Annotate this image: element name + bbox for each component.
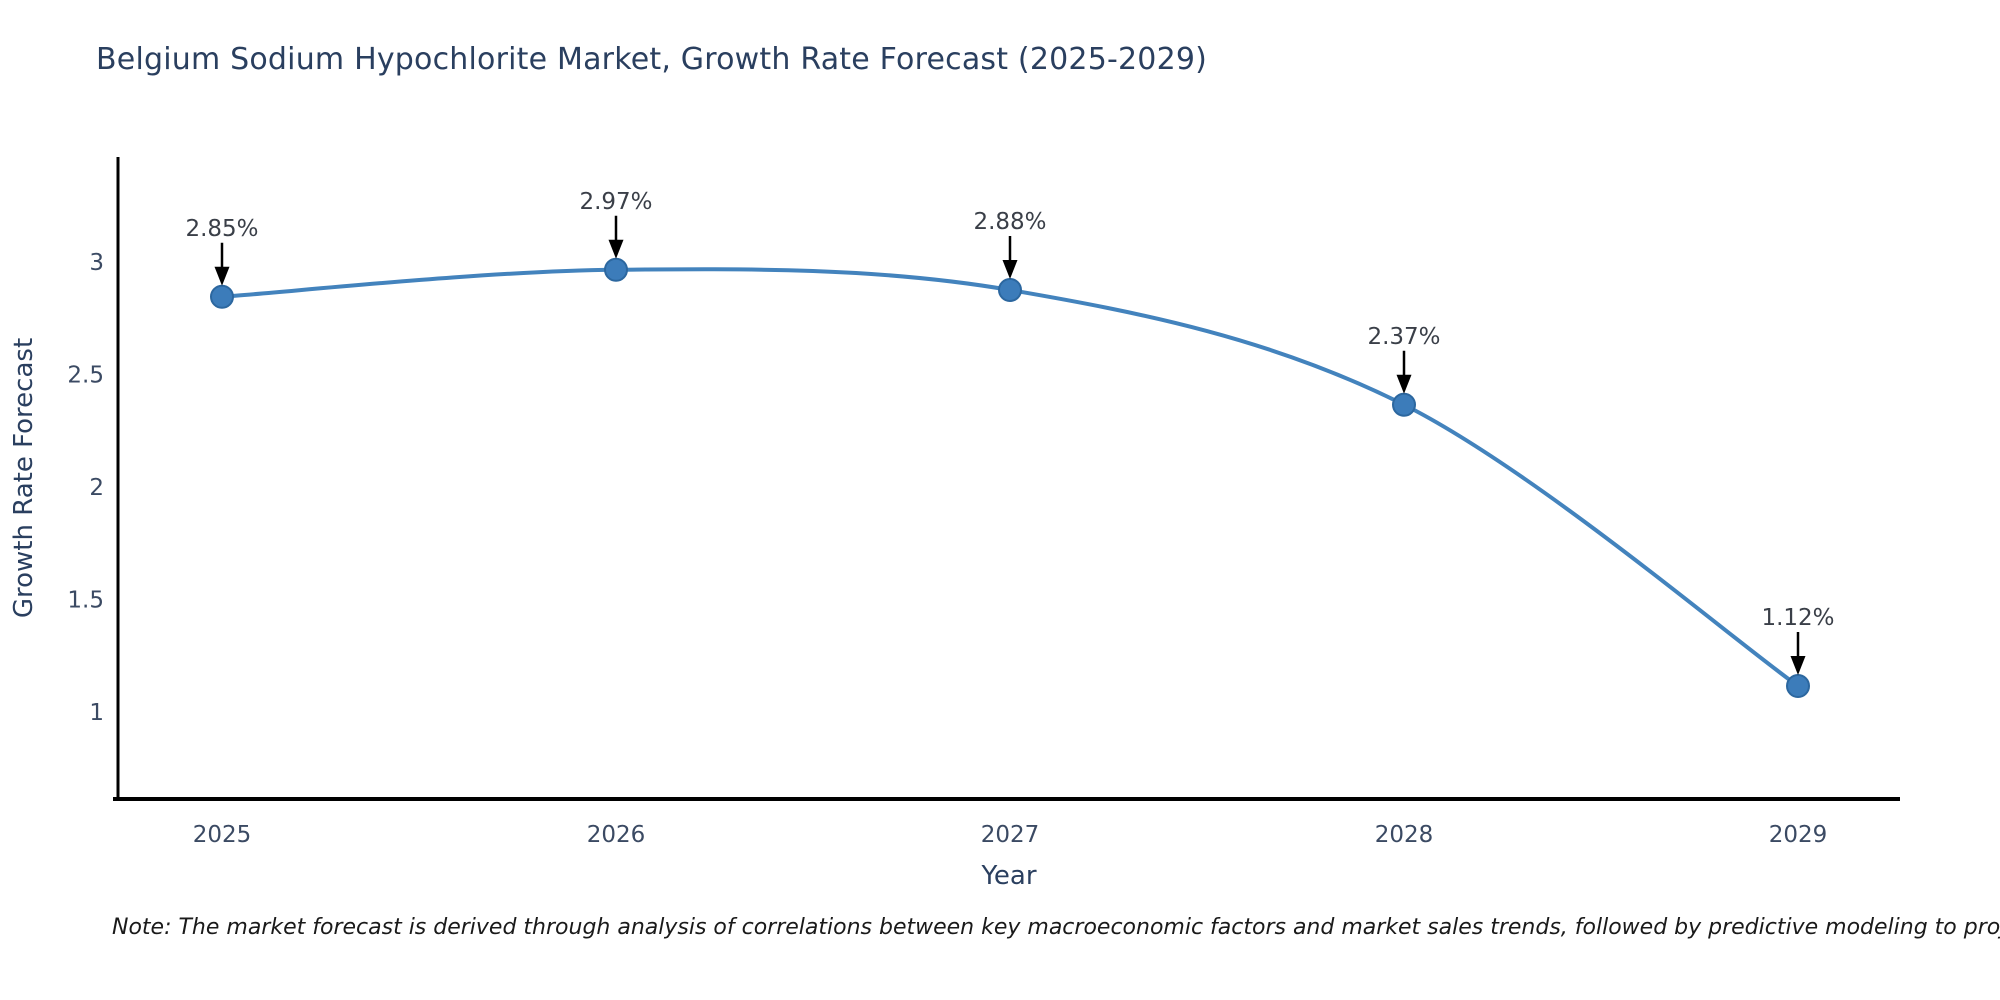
annotation-2027: 2.88% bbox=[973, 209, 1047, 279]
y-tick-label: 2.5 bbox=[67, 363, 104, 389]
annotation-label: 2.85% bbox=[185, 216, 258, 242]
annotation-2028: 2.37% bbox=[1367, 324, 1441, 394]
y-axis-tick-labels: 3 2.5 2 1.5 1 bbox=[67, 250, 104, 726]
data-point-2025 bbox=[210, 284, 234, 309]
annotation-2029: 1.12% bbox=[1761, 605, 1835, 675]
data-point-2028 bbox=[1392, 392, 1416, 417]
annotation-2026: 2.97% bbox=[579, 189, 653, 259]
annotation-arrowhead bbox=[608, 239, 624, 259]
annotation-label: 1.12% bbox=[1761, 605, 1834, 631]
x-tick-label: 2025 bbox=[193, 822, 252, 848]
data-point-2026 bbox=[604, 257, 628, 282]
annotation-label: 2.97% bbox=[579, 189, 652, 215]
annotation-arrowhead bbox=[1790, 656, 1806, 675]
annotation-arrowhead bbox=[1002, 260, 1018, 279]
y-tick-label: 1 bbox=[89, 700, 104, 726]
y-tick-label: 2 bbox=[89, 475, 104, 501]
data-points bbox=[210, 257, 1810, 698]
data-point-2029 bbox=[1786, 674, 1810, 698]
x-tick-label: 2026 bbox=[587, 822, 646, 848]
x-axis-tick-labels: 2025 2026 2027 2028 2029 bbox=[193, 822, 1828, 848]
y-axis-title: Growth Rate Forecast bbox=[9, 338, 39, 618]
point-annotations: 2.85% 2.97% 2.88% 2.37% 1.12% bbox=[185, 189, 1835, 675]
x-tick-label: 2028 bbox=[1375, 822, 1434, 848]
x-axis-title: Year bbox=[980, 861, 1036, 891]
x-tick-label: 2029 bbox=[1769, 822, 1828, 848]
y-tick-label: 3 bbox=[89, 250, 104, 276]
annotation-label: 2.37% bbox=[1367, 324, 1440, 350]
annotation-arrowhead bbox=[1396, 374, 1412, 394]
chart-title: Belgium Sodium Hypochlorite Market, Grow… bbox=[96, 42, 1208, 77]
data-point-2027 bbox=[998, 278, 1022, 302]
footnote: Note: The market forecast is derived thr… bbox=[112, 915, 2000, 940]
annotation-label: 2.88% bbox=[973, 209, 1046, 235]
annotation-2025: 2.85% bbox=[185, 216, 259, 286]
x-tick-label: 2027 bbox=[981, 822, 1040, 848]
y-tick-label: 1.5 bbox=[67, 588, 104, 614]
annotation-arrowhead bbox=[214, 266, 230, 286]
forecast-line bbox=[221, 267, 1800, 688]
line-chart: 3 2.5 2 1.5 1 2025 2026 2027 2028 2029 Growth Ra… bbox=[9, 157, 1900, 891]
